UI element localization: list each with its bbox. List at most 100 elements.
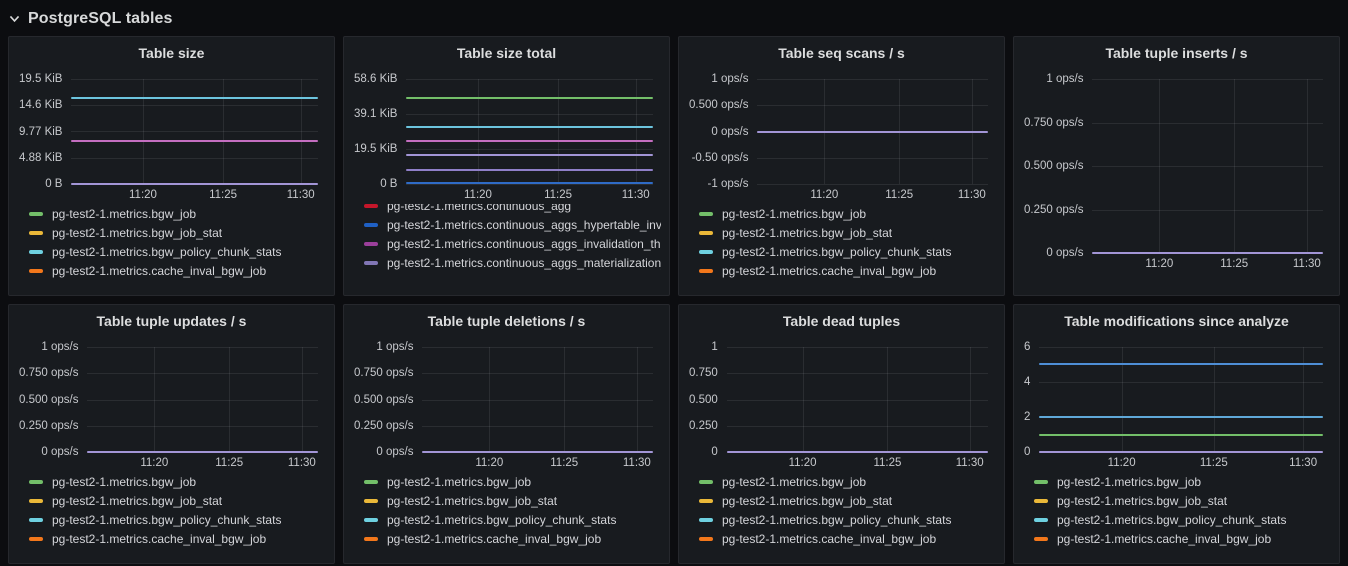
x-tick-label: 11:25 [1199,457,1228,469]
series-line [726,451,988,453]
series-line [87,451,318,453]
x-tick-label: 11:25 [215,457,244,469]
series-line [1039,415,1323,418]
gridline-horizontal [1092,79,1323,80]
panel-title[interactable]: Table seq scans / s [778,45,905,61]
gridline-horizontal [757,105,988,107]
legend-item[interactable]: pg-test2-1.metrics.bgw_job [364,472,661,491]
gridline-vertical [802,347,804,452]
panel-title[interactable]: Table size [138,45,205,61]
series-line [406,182,653,185]
legend-label: pg-test2-1.metrics.cache_inval_bgw_job [722,531,937,546]
legend-item[interactable]: pg-test2-1.metrics.continuous_aggs_inval… [364,234,661,253]
series-line [757,130,988,133]
legend-item[interactable]: pg-test2-1.metrics.continuous_aggs_mater… [364,253,661,272]
gridline-vertical [635,79,637,184]
legend-item[interactable]: pg-test2-1.metrics.bgw_job_stat [1034,491,1331,510]
panel-title[interactable]: Table tuple inserts / s [1105,45,1248,61]
panel-table-dead-tuples: Table dead tuples 1 0.750 0.500 0.250 0 11:2… [678,304,1005,564]
gridline-vertical [300,79,302,184]
x-tick-label: 11:25 [550,457,579,469]
legend-item[interactable]: pg-test2-1.metrics.bgw_policy_chunk_stat… [699,242,996,261]
legend-item[interactable]: pg-test2-1.metrics.bgw_policy_chunk_stat… [699,510,996,529]
legend-swatch-icon [29,479,43,484]
legend-label: pg-test2-1.metrics.bgw_policy_chunk_stat… [1057,512,1287,527]
section-row-postgresql-tables[interactable]: PostgreSQL tables [0,0,1348,36]
legend-swatch-icon [699,517,713,522]
legend-item[interactable]: pg-test2-1.metrics.bgw_policy_chunk_stat… [364,510,661,529]
legend-item[interactable]: pg-test2-1.metrics.cache_inval_bgw_job [29,261,326,280]
gridline-horizontal [406,79,653,80]
plot-area: 11:20 11:25 11:30 [422,347,653,469]
legend-item[interactable]: pg-test2-1.metrics.bgw_job [29,472,326,491]
legend-label: pg-test2-1.metrics.continuous_aggs_hyper… [387,217,661,232]
plot-area: 11:20 11:25 11:30 [87,347,318,469]
legend-swatch-icon [29,517,43,522]
panel-title[interactable]: Table tuple updates / s [96,313,247,329]
gridline-vertical [1213,347,1215,452]
legend-item[interactable]: pg-test2-1.metrics.cache_inval_bgw_job [1034,529,1331,548]
x-tick-label: 11:25 [885,189,914,201]
section-title: PostgreSQL tables [28,9,173,27]
x-tick-label: 11:25 [544,189,573,201]
legend-item[interactable]: pg-test2-1.metrics.bgw_job [1034,472,1331,491]
gridline-horizontal [1039,381,1323,383]
legend-swatch-icon [364,222,378,227]
x-axis: 11:20 11:25 11:30 [87,452,318,474]
legend: pg-test2-1.metrics.bgw_job pg-test2-1.met… [9,204,334,280]
x-tick-label: 11:30 [621,189,650,201]
panel-title[interactable]: Table dead tuples [782,313,901,329]
legend-swatch-icon [1034,536,1048,541]
legend-label: pg-test2-1.metrics.bgw_job_stat [52,493,223,508]
legend-item[interactable]: pg-test2-1.metrics.continuous_agg [364,204,661,215]
legend-item[interactable]: pg-test2-1.metrics.bgw_job [29,204,326,223]
legend-item[interactable]: pg-test2-1.metrics.cache_inval_bgw_job [699,261,996,280]
gridline-horizontal [422,399,653,401]
legend-item[interactable]: pg-test2-1.metrics.bgw_job [699,472,996,491]
legend-item[interactable]: pg-test2-1.metrics.bgw_policy_chunk_stat… [29,510,326,529]
legend-item[interactable]: pg-test2-1.metrics.bgw_job_stat [29,491,326,510]
legend-swatch-icon [29,268,43,273]
gridline-horizontal [71,79,318,80]
x-tick-label: 11:30 [1289,457,1318,469]
chevron-down-icon[interactable] [8,12,21,25]
legend-swatch-icon [699,249,713,254]
gridline-vertical [969,347,971,452]
panel-title[interactable]: Table modifications since analyze [1064,313,1289,329]
legend-label: pg-test2-1.metrics.continuous_aggs_mater… [387,255,661,270]
legend-item[interactable]: pg-test2-1.metrics.cache_inval_bgw_job [364,529,661,548]
legend-swatch-icon [29,211,43,216]
x-tick-label: 11:20 [464,189,492,201]
series-line [71,183,318,185]
x-tick-label: 11:20 [788,457,817,469]
legend-item[interactable]: pg-test2-1.metrics.bgw_job_stat [364,491,661,510]
legend-swatch-icon [1034,498,1048,503]
panel-title[interactable]: Table size total [456,45,557,61]
gridline-horizontal [87,399,318,401]
series-line [1039,451,1323,453]
legend-item[interactable]: pg-test2-1.metrics.bgw_job [699,204,996,223]
x-axis: 11:20 11:25 11:30 [727,452,988,474]
legend-swatch-icon [1034,479,1048,484]
legend-swatch-icon [699,211,713,216]
legend-swatch-icon [699,536,713,541]
legend-item[interactable]: pg-test2-1.metrics.continuous_aggs_hyper… [364,215,661,234]
legend-item[interactable]: pg-test2-1.metrics.cache_inval_bgw_job [699,529,996,548]
legend-label: pg-test2-1.metrics.continuous_aggs_inval… [387,236,661,251]
legend-item[interactable]: pg-test2-1.metrics.bgw_job_stat [699,223,996,242]
legend-item[interactable]: pg-test2-1.metrics.bgw_job_stat [699,491,996,510]
legend-swatch-icon [699,268,713,273]
legend-item[interactable]: pg-test2-1.metrics.bgw_job_stat [29,223,326,242]
legend-item[interactable]: pg-test2-1.metrics.bgw_policy_chunk_stat… [29,242,326,261]
legend-label: pg-test2-1.metrics.bgw_policy_chunk_stat… [722,244,952,259]
x-tick-label: 11:20 [1145,258,1174,270]
legend-swatch-icon [699,230,713,235]
legend-swatch-icon [699,498,713,503]
legend-item[interactable]: pg-test2-1.metrics.bgw_policy_chunk_stat… [1034,510,1331,529]
legend-swatch-icon [1034,517,1048,522]
legend-label: pg-test2-1.metrics.cache_inval_bgw_job [52,531,267,546]
panel-title[interactable]: Table tuple deletions / s [427,313,586,329]
legend-label: pg-test2-1.metrics.cache_inval_bgw_job [1057,531,1272,546]
legend-item[interactable]: pg-test2-1.metrics.cache_inval_bgw_job [29,529,326,548]
